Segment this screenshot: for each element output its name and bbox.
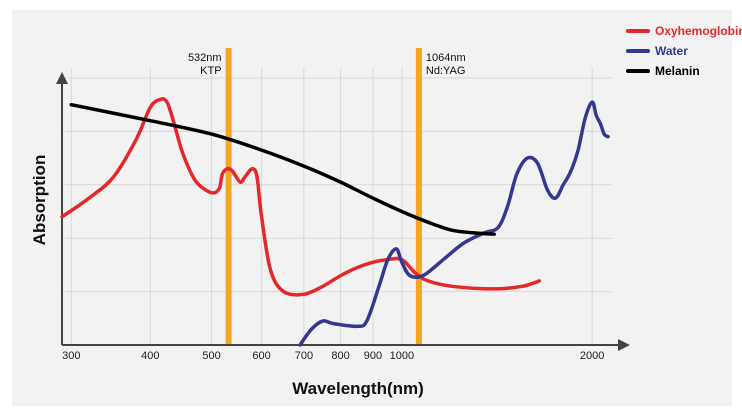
x-tick-label: 600 xyxy=(252,350,270,362)
legend-label-water: Water xyxy=(655,44,688,58)
laser-band-1064 xyxy=(415,48,422,345)
x-tick-label: 1000 xyxy=(390,350,414,362)
x-tick-label: 700 xyxy=(295,350,313,362)
series-line-oxyhemoglobin xyxy=(60,97,542,297)
x-tick-label: 500 xyxy=(202,350,220,362)
laser-band-label: 1064nm xyxy=(426,52,466,64)
y-axis-arrow xyxy=(56,72,68,84)
legend-label-oxyhemoglobin: Oxyhemoglobin xyxy=(655,24,742,38)
x-tick-label: 300 xyxy=(62,350,80,362)
series-line-water xyxy=(298,100,610,347)
x-tick-label: 800 xyxy=(331,350,349,362)
series-line-melanin xyxy=(69,102,496,236)
x-tick-label: 400 xyxy=(141,350,159,362)
laser-band-sublabel: KTP xyxy=(200,65,221,77)
x-axis-title: Wavelength(nm) xyxy=(292,379,424,398)
x-tick-label: 2000 xyxy=(580,350,604,362)
laser-band-532 xyxy=(225,48,232,345)
chart-panel xyxy=(12,10,732,406)
x-axis-arrow xyxy=(618,339,630,351)
laser-band-label: 532nm xyxy=(188,52,222,64)
x-tick-label: 900 xyxy=(364,350,382,362)
laser-band-sublabel: Nd:YAG xyxy=(426,65,466,77)
y-axis-title: Absorption xyxy=(30,155,49,246)
legend-label-melanin: Melanin xyxy=(655,64,700,78)
